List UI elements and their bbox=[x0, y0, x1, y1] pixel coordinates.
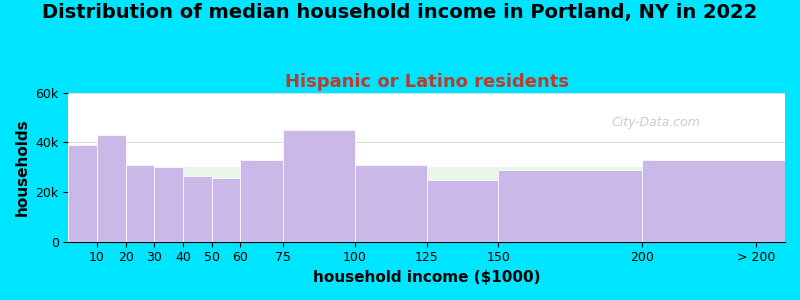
Text: City-Data.com: City-Data.com bbox=[611, 116, 701, 129]
Bar bbox=[69, 145, 97, 242]
Y-axis label: households: households bbox=[15, 118, 30, 216]
Bar bbox=[498, 169, 642, 242]
Bar bbox=[355, 165, 426, 242]
Title: Hispanic or Latino residents: Hispanic or Latino residents bbox=[285, 73, 569, 91]
Bar bbox=[283, 130, 355, 242]
Text: Distribution of median household income in Portland, NY in 2022: Distribution of median household income … bbox=[42, 3, 758, 22]
Bar bbox=[183, 176, 212, 242]
Bar bbox=[126, 165, 154, 242]
Bar bbox=[240, 160, 283, 242]
Bar bbox=[154, 167, 183, 242]
X-axis label: household income ($1000): household income ($1000) bbox=[313, 270, 541, 285]
Bar bbox=[426, 180, 498, 242]
Bar bbox=[212, 178, 240, 242]
Bar bbox=[642, 160, 785, 242]
Bar bbox=[97, 135, 126, 242]
